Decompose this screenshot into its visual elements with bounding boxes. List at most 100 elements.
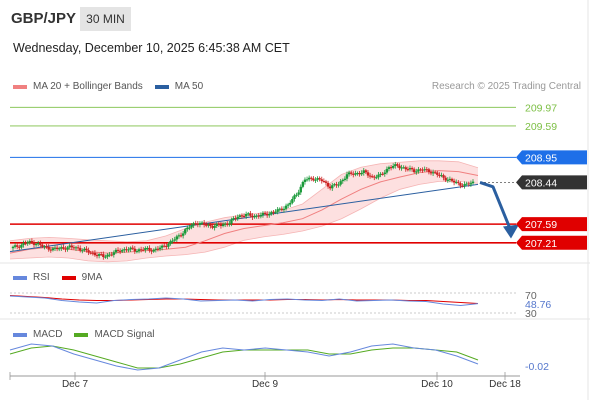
support-level-label: 207.59 [525, 219, 557, 231]
candle-body [167, 243, 170, 247]
candle-body [421, 169, 424, 171]
candle-body [144, 248, 147, 251]
candle-body [148, 247, 151, 251]
candle-body [391, 166, 395, 168]
candle-body [257, 215, 260, 217]
candle-body [297, 192, 300, 195]
candle-body [30, 241, 34, 243]
candle-body [293, 195, 296, 199]
candle-body [373, 176, 376, 178]
candle-body [442, 175, 445, 178]
candle-body [150, 250, 153, 252]
candle-body [291, 198, 294, 203]
rsi-line [9, 295, 479, 307]
candle-body [457, 182, 460, 184]
x-tick-label: Dec 7 [62, 379, 89, 390]
candle-body [192, 223, 195, 226]
candle-body [196, 223, 200, 225]
candle-body [274, 211, 277, 213]
rsi-legend-swatch [13, 275, 27, 280]
candle-body [221, 224, 225, 226]
symbol-title: GBP/JPY [11, 10, 77, 27]
candle-body [352, 173, 355, 175]
candle-body [360, 172, 363, 175]
candle-body [146, 247, 149, 249]
macd-legend-label: MACD [33, 329, 63, 340]
candle-body [423, 169, 426, 171]
candle-body [68, 245, 71, 248]
macd-line [9, 343, 479, 371]
timestamp: Wednesday, December 10, 2025 6:45:38 AM … [13, 41, 290, 55]
candle-body [446, 179, 449, 181]
candle-body [55, 247, 59, 250]
candle-body [79, 248, 82, 251]
candle-body [347, 172, 351, 175]
candle-body [272, 212, 275, 214]
candle-body [125, 249, 128, 251]
macd-signal-legend-label: MACD Signal [94, 329, 155, 340]
candle-body [200, 222, 204, 224]
ma20-legend-label: MA 20 + Bollinger Bands [33, 81, 143, 92]
candle-body [95, 255, 99, 257]
candle-body [377, 174, 380, 178]
candle-body [154, 248, 158, 250]
candle-body [85, 248, 88, 251]
candle-body [387, 167, 391, 169]
candle-body [305, 179, 309, 181]
candle-body [467, 183, 470, 185]
candle-body [312, 178, 315, 181]
candle-body [47, 246, 50, 250]
candle-body [34, 244, 38, 246]
candle-body [236, 216, 239, 219]
candle-body [211, 225, 214, 228]
interval-badge[interactable]: 30 MIN [80, 7, 131, 31]
candle-body [431, 172, 435, 174]
candle-body [263, 212, 267, 214]
rsi-last-value: 48.76 [525, 299, 551, 311]
candle-body [364, 170, 368, 173]
candle-body [114, 249, 118, 253]
candle-body [207, 224, 210, 226]
candle-body [417, 169, 420, 172]
candle-body [450, 178, 454, 181]
candle-body [41, 244, 44, 247]
candle-body [100, 254, 103, 256]
candle-body [62, 247, 65, 249]
candle-body [295, 194, 298, 196]
candle-body [131, 247, 134, 249]
candle-body [419, 169, 422, 171]
candle-body [465, 183, 468, 185]
candle-body [173, 239, 176, 241]
candle-body [188, 227, 191, 229]
target-level-label: 209.97 [525, 102, 557, 114]
candle-body [51, 248, 55, 251]
candle-body [398, 165, 401, 169]
candle-body [91, 252, 95, 254]
candle-body [18, 246, 21, 248]
candle-body [223, 223, 227, 225]
candle-body [135, 251, 139, 253]
macd-legend: MACD MACD Signal [13, 329, 166, 340]
candle-body [452, 180, 456, 183]
candle-body [429, 172, 433, 174]
candle-body [226, 223, 229, 225]
candle-body [400, 167, 403, 169]
candle-body [415, 171, 418, 173]
candle-body [366, 172, 370, 176]
candle-body [133, 248, 137, 252]
candle-body [379, 173, 382, 175]
candle-body [219, 224, 223, 226]
candle-body [461, 185, 464, 187]
candle-body [66, 247, 69, 250]
support-price-tag [516, 217, 587, 232]
candle-body [370, 176, 374, 178]
candle-body [289, 202, 292, 205]
candle-body [194, 223, 197, 225]
candle-body [181, 233, 185, 236]
candle-body [112, 252, 116, 255]
candle-body [339, 181, 342, 185]
candle-body [337, 184, 340, 186]
resistance-price-tag [516, 150, 587, 165]
candle-body [343, 178, 347, 181]
